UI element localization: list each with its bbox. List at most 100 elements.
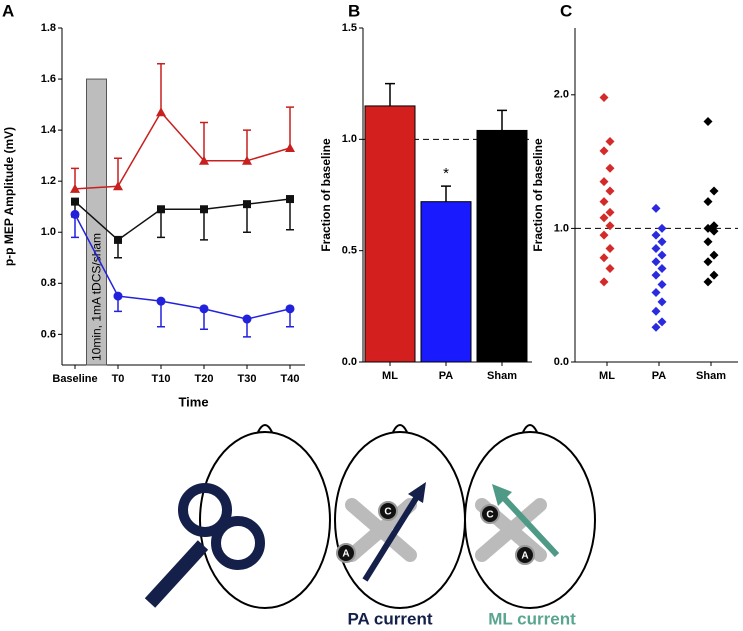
y-tick-label: 2.0 [554,89,569,101]
marker [156,107,166,117]
y-tick-label: 0.8 [41,277,56,289]
error-bar [200,121,208,161]
x-tick-label: T0 [112,373,125,385]
marker [285,304,295,314]
marker [157,205,165,214]
marker [599,230,609,240]
y-tick-label: 1.5 [342,22,357,34]
marker [70,183,80,193]
current-caption: PA current [347,609,432,628]
marker [605,137,615,147]
marker [113,181,123,191]
error-bar [243,129,251,161]
marker [651,306,661,316]
x-tick-label: ML [382,370,398,382]
marker [605,163,615,173]
marker [114,235,122,244]
marker [657,250,667,260]
marker [71,197,79,206]
significance-mark: * [443,165,449,182]
marker [599,253,609,263]
marker [657,317,667,327]
marker [709,270,719,280]
marker [657,237,667,247]
coil-label: C A C A [336,501,535,565]
y-tick-label: 1.0 [554,222,569,234]
marker [703,117,713,127]
y-tick-label: 1.0 [41,226,56,238]
coil-label-text: A [342,549,349,560]
stimulation-label: 10min, 1mA tDCS/sham [90,233,104,361]
error-bar [157,209,165,239]
marker [285,142,295,152]
y-tick-label: 0.5 [342,245,357,257]
panel-letter: B [348,1,360,20]
coil [144,483,265,608]
marker [605,243,615,253]
x-tick-label: PA [652,370,667,382]
marker [605,207,615,217]
y-tick-label: 1.8 [41,22,56,34]
error-bar [200,209,208,241]
y-tick-label: 1.0 [342,133,357,145]
x-tick-label: ML [599,370,615,382]
error-bar [286,199,294,231]
y-axis-label: Fraction of baseline [531,138,545,252]
marker [599,177,609,187]
marker [651,257,661,267]
marker [605,221,615,231]
x-tick-label: PA [439,370,454,382]
diagram: C A C A PA current ML current [144,424,596,628]
coil-label-text: C [486,510,493,521]
y-tick-label: 1.6 [41,73,56,85]
marker [113,291,123,301]
marker [605,263,615,273]
marker [703,237,713,247]
y-tick-label: 0.0 [554,356,569,368]
coil-label-text: C [384,507,391,518]
head-nose [392,424,408,433]
stimulation-bar [86,78,107,366]
x-tick-label: T10 [152,373,171,385]
marker [709,186,719,196]
y-tick-label: 0.0 [342,356,357,368]
marker [651,322,661,332]
error-bar [286,106,294,148]
marker [651,288,661,298]
y-axis-label: Fraction of baseline [319,138,333,252]
marker [651,270,661,280]
panel-letter: C [560,1,572,20]
marker [243,200,251,209]
head-nose [257,424,273,433]
x-tick-label: Baseline [52,373,97,385]
error-bar [497,109,507,131]
error-bar [441,185,451,202]
marker [70,209,80,219]
series-line [74,198,291,241]
x-tick-label: Sham [696,370,726,382]
marker [709,250,719,260]
marker [599,92,609,102]
head-nose [522,424,538,433]
marker [599,146,609,156]
bar [420,201,472,363]
marker [605,186,615,196]
y-tick-label: 1.4 [41,124,57,136]
marker [199,155,209,165]
panel-letter: A [2,1,14,20]
y-axis-label: p-p MEP Amplitude (mV) [2,127,16,266]
error-bar [157,62,165,113]
marker [703,197,713,207]
y-tick-label: 1.2 [41,175,56,187]
y-tick-label: 0.6 [41,328,56,340]
error-bar [243,204,251,233]
coil-label-text: A [521,551,528,562]
marker [286,195,294,204]
x-tick-label: T40 [281,373,300,385]
marker [657,223,667,233]
bar [364,105,416,363]
marker [200,205,208,214]
marker [657,297,667,307]
marker [599,277,609,287]
